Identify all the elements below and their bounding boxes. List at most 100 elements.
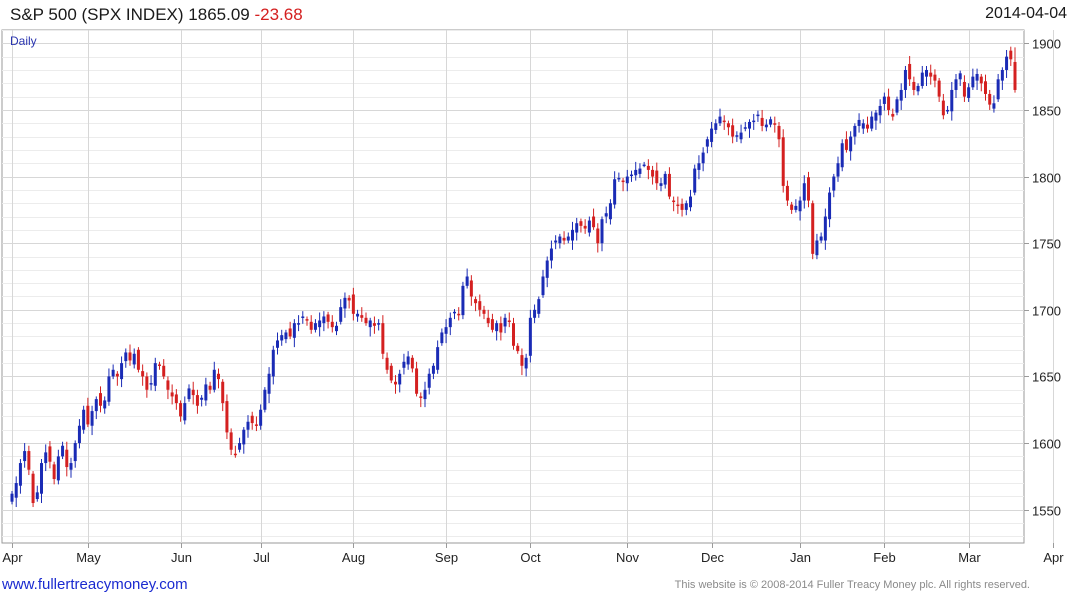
candle-body	[537, 299, 541, 314]
y-tick-label: 1850	[1032, 104, 1061, 119]
candle-body	[372, 323, 376, 326]
candle-body	[849, 136, 853, 152]
candle-body	[195, 395, 199, 406]
candle-body	[69, 463, 73, 470]
candle-body	[528, 317, 532, 356]
candle-body	[748, 121, 751, 129]
candle-body	[35, 492, 39, 500]
candle-body	[301, 316, 305, 318]
candle-body	[832, 176, 836, 191]
chart-date: 2014-04-04	[985, 5, 1067, 22]
candle-body	[166, 380, 170, 390]
candle-body	[857, 119, 861, 126]
x-tick-label: Oct	[520, 550, 541, 565]
candle-body	[486, 317, 490, 324]
candle-body	[410, 357, 414, 369]
candle-body	[503, 317, 507, 327]
candle-body	[558, 236, 562, 244]
candle-body	[722, 120, 726, 123]
candle-body	[571, 229, 574, 241]
candle-body	[524, 357, 528, 369]
candle-body	[402, 361, 406, 368]
candle-body	[271, 349, 275, 377]
candle-body	[246, 421, 250, 430]
candle-body	[10, 493, 14, 502]
candle-body	[634, 169, 638, 176]
candle-body	[798, 200, 802, 212]
candle-body	[646, 165, 650, 170]
candle-body	[916, 85, 920, 92]
candle-body	[600, 219, 604, 244]
x-tick-label: Dec	[701, 550, 725, 565]
candle-body	[596, 228, 600, 244]
candle-body	[149, 383, 153, 385]
candle-body	[899, 89, 903, 101]
candle-body	[933, 74, 937, 81]
candle-body	[263, 389, 267, 410]
candle-body	[56, 456, 60, 481]
candle-body	[381, 323, 385, 354]
candle-body	[179, 403, 183, 417]
candle-body	[1009, 50, 1013, 60]
candle-body	[592, 216, 596, 228]
copyright-notice: This website is © 2008-2014 Fuller Treac…	[674, 579, 1030, 591]
candle-body	[322, 316, 326, 324]
candle-body	[996, 79, 1000, 100]
candle-body	[14, 483, 18, 498]
candle-body	[764, 124, 768, 128]
candle-body	[583, 225, 587, 229]
candle-body	[103, 400, 107, 409]
candle-body	[284, 332, 288, 340]
candle-body	[23, 451, 27, 462]
candle-body	[267, 373, 271, 394]
x-tick-label: Mar	[958, 550, 981, 565]
candle-body	[94, 399, 98, 412]
candle-body	[962, 81, 966, 97]
x-tick-label: Apr	[2, 550, 23, 565]
candle-body	[40, 463, 43, 494]
candle-body	[309, 321, 313, 330]
candle-body	[975, 73, 979, 81]
candle-body	[330, 321, 334, 328]
candle-body	[689, 196, 692, 208]
candle-body	[638, 168, 642, 174]
candle-body	[162, 365, 166, 377]
candle-body	[840, 143, 844, 168]
candle-body	[743, 127, 747, 129]
candle-body	[343, 297, 347, 309]
candle-body	[288, 328, 292, 337]
candle-body	[495, 323, 499, 332]
candle-body	[937, 80, 941, 97]
website-link[interactable]: www.fullertreacymoney.com	[2, 576, 188, 593]
candle-body	[870, 116, 874, 129]
candle-body	[229, 432, 233, 450]
candle-body	[828, 192, 832, 220]
candle-body	[941, 100, 945, 116]
candle-body	[988, 93, 992, 105]
candle-body	[478, 301, 482, 310]
candle-body	[710, 128, 714, 142]
candle-body	[693, 168, 697, 193]
candle-body	[465, 276, 469, 286]
candle-body	[469, 280, 473, 297]
candle-body	[77, 425, 81, 444]
last-price: 1865.09	[188, 5, 250, 24]
candle-body	[280, 335, 284, 341]
plot-area	[1, 29, 1025, 544]
candle-body	[684, 203, 688, 210]
candle-body	[512, 323, 515, 346]
candle-body	[297, 323, 301, 325]
candle-body	[554, 240, 558, 243]
candle-body	[651, 169, 655, 177]
candle-body	[128, 352, 132, 361]
candle-body	[604, 213, 608, 217]
candle-body	[364, 317, 368, 324]
candle-body	[802, 183, 806, 201]
candle-body	[132, 353, 136, 365]
candle-body	[853, 125, 857, 137]
candle-body	[777, 125, 781, 140]
candle-body	[136, 349, 140, 370]
candle-body	[187, 388, 191, 400]
candle-body	[141, 371, 145, 377]
candle-body	[406, 356, 410, 365]
